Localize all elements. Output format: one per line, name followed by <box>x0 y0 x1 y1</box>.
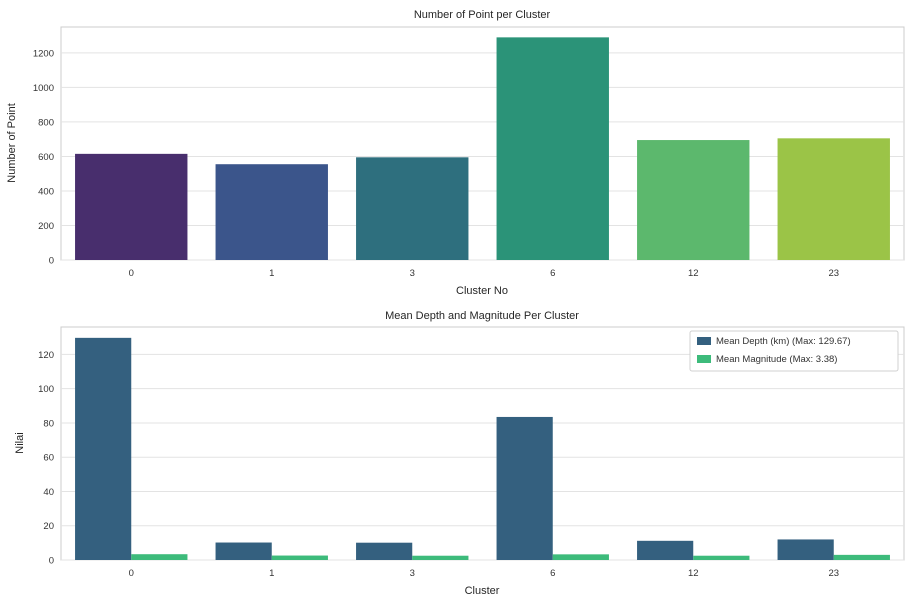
x-tick-label: 6 <box>550 268 555 279</box>
grid-lines-2 <box>61 353 904 561</box>
x-tick-label: 6 <box>550 568 555 579</box>
y-tick-label: 60 <box>43 453 54 464</box>
x-tick-label: 1 <box>269 568 274 579</box>
x-tick-label: 23 <box>828 268 839 279</box>
y-tick-label: 40 <box>43 487 54 498</box>
x-tick-label: 1 <box>269 268 274 279</box>
chart-title-2: Mean Depth and Magnitude Per Cluster <box>385 310 579 322</box>
y-axis-label-2: Nilai <box>14 432 26 453</box>
y-tick-label: 800 <box>38 117 54 128</box>
x-tick-labels-1: 0 1 3 6 12 23 <box>129 268 839 279</box>
bar-magnitude-cluster-0 <box>131 554 188 560</box>
bars-1 <box>75 37 890 260</box>
x-tick-label: 12 <box>688 568 699 579</box>
legend-box <box>689 330 899 372</box>
x-axis-label-1: Cluster No <box>456 285 508 297</box>
y-tick-labels-2: 0 20 40 60 80 100 120 <box>38 350 54 567</box>
bar-magnitude-cluster-6 <box>552 554 609 560</box>
bar-depth-cluster-1 <box>215 542 272 560</box>
bar-depth-cluster-3 <box>356 542 413 560</box>
bar-depth-cluster-6 <box>496 416 553 560</box>
bar-magnitude-cluster-3 <box>412 555 469 560</box>
y-tick-label: 100 <box>38 384 54 395</box>
plot-area-1 <box>60 26 905 261</box>
bar-depth-cluster-12 <box>637 540 694 560</box>
y-tick-label: 1200 <box>33 48 54 59</box>
bar-cluster-0 <box>75 153 188 260</box>
bar-cluster-1 <box>215 164 328 260</box>
x-tick-label: 23 <box>828 568 839 579</box>
y-tick-label: 20 <box>43 521 54 532</box>
y-tick-label: 0 <box>49 556 54 567</box>
bar-magnitude-cluster-23 <box>833 554 890 560</box>
legend-swatch-depth <box>697 337 711 345</box>
legend-label-depth: Mean Depth (km) (Max: 129.67) <box>716 336 851 347</box>
chart-cluster-points: 0 200 400 600 800 1000 1200 0 1 3 6 12 23 Number of… <box>6 9 905 297</box>
y-tick-label: 600 <box>38 152 54 163</box>
x-tick-label: 12 <box>688 268 699 279</box>
x-axis-label-2: Cluster <box>465 585 500 597</box>
bar-cluster-3 <box>356 157 469 260</box>
x-tick-label: 0 <box>129 568 134 579</box>
legend-swatch-magnitude <box>697 355 711 363</box>
bar-cluster-23 <box>777 138 890 260</box>
y-tick-label: 0 <box>49 256 54 267</box>
x-tick-label: 0 <box>129 268 134 279</box>
bar-magnitude-cluster-1 <box>271 555 328 560</box>
legend-label-magnitude: Mean Magnitude (Max: 3.38) <box>716 354 837 365</box>
bar-cluster-6 <box>496 37 609 260</box>
y-tick-label: 120 <box>38 350 54 361</box>
x-tick-label: 3 <box>410 268 415 279</box>
y-tick-label: 400 <box>38 186 54 197</box>
y-tick-label: 80 <box>43 418 54 429</box>
x-tick-label: 3 <box>410 568 415 579</box>
x-tick-labels-2: 0 1 3 6 12 23 <box>129 568 839 579</box>
y-axis-label-1: Number of Point <box>6 103 18 182</box>
chart-depth-magnitude: 0 20 40 60 80 100 120 0 1 3 6 12 23 Mean Depth and … <box>14 310 905 597</box>
y-tick-label: 1000 <box>33 83 54 94</box>
bar-depth-cluster-0 <box>75 337 132 560</box>
chart-title-1: Number of Point per Cluster <box>414 9 551 21</box>
bars-2 <box>75 337 890 560</box>
bar-depth-cluster-23 <box>777 539 834 560</box>
legend: Mean Depth (km) (Max: 129.67) Mean Magni… <box>689 330 899 372</box>
grid-lines-1 <box>61 52 904 261</box>
bar-cluster-12 <box>637 140 750 260</box>
bar-magnitude-cluster-12 <box>693 555 750 560</box>
y-tick-labels-1: 0 200 400 600 800 1000 1200 <box>33 48 54 266</box>
y-tick-label: 200 <box>38 221 54 232</box>
